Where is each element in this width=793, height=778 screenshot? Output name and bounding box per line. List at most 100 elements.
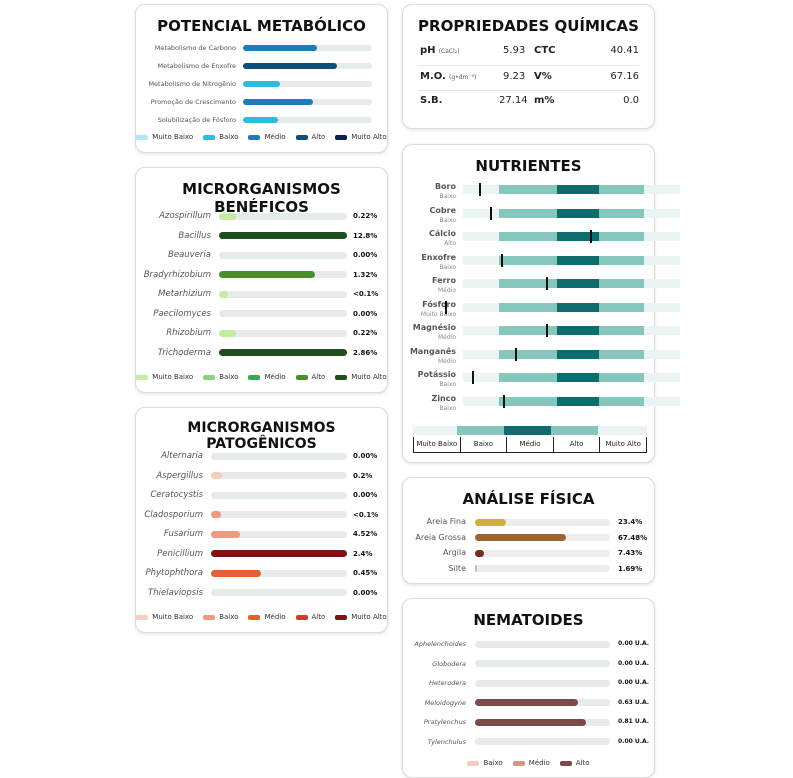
bar-track (475, 679, 610, 687)
nutrient-zone (598, 279, 644, 288)
scale-zone (457, 426, 505, 435)
bar-track (211, 472, 347, 479)
ctc-label: CTC (534, 45, 556, 56)
bar-track (219, 329, 347, 337)
nutrient-zone (598, 396, 644, 406)
bar-fill (211, 530, 240, 538)
legend-item: Baixo (203, 133, 238, 141)
row-label: Areia Fina (426, 517, 466, 526)
bar-fill (211, 472, 222, 479)
bar-fill (211, 511, 221, 518)
nutrient-zone (644, 255, 681, 265)
row-label: Globodera (432, 659, 466, 668)
row-label: Aphelenchoides (414, 640, 466, 648)
bar-track (211, 530, 347, 538)
legend-label: Médio (528, 759, 550, 767)
row-value: 0.00 U.A. (618, 679, 650, 686)
nutrient-zone (499, 279, 558, 288)
row-value: 0.00 U.A. (618, 737, 650, 745)
nutrient-zone (557, 373, 599, 382)
row-label: Paecilomyces (153, 308, 211, 319)
legend-label: Alto (311, 373, 326, 381)
legend-swatch (559, 760, 572, 766)
row-label: Ceratocystis (150, 490, 203, 500)
row-value: 2.86% (353, 348, 378, 357)
bar-fill (475, 534, 567, 541)
nutrient-zone (463, 255, 500, 265)
bar-track (475, 718, 610, 726)
row-value: 0.2% (353, 471, 373, 480)
legend-swatch (295, 134, 308, 140)
legend-item: Alto (559, 759, 590, 767)
nutrient-bar (463, 371, 681, 384)
bar-track (243, 117, 372, 123)
bar-row: Areia Grossa 67.48% (403, 531, 654, 545)
legend-swatch (136, 614, 149, 620)
card-title: NUTRIENTES (475, 157, 582, 175)
nutrient-level: Médio (437, 334, 456, 341)
bar-track (475, 565, 610, 572)
legend-swatch (203, 134, 216, 140)
legend: Baixo Médio Alto (403, 759, 654, 767)
row-label: Rhizobium (166, 328, 211, 338)
scale-label: Muito Baixo (413, 437, 460, 452)
nutrient-level: Baixo (439, 381, 457, 388)
card-microrganismos-patogenicos: MICRORGANISMOS PATOGÊNICOS Alternaria 0.0… (135, 407, 388, 633)
bar-fill (219, 212, 236, 220)
legend-item: Baixo (203, 373, 238, 381)
scale-zone (504, 426, 552, 435)
bar-row: Pratylenchus 0.81 U.A. (403, 715, 654, 729)
row-value: 1.32% (353, 270, 378, 279)
nutrient-zone (557, 185, 599, 194)
row-value: 0.00 U.A. (618, 640, 650, 647)
bar-fill (211, 550, 347, 557)
nutrient-zone (644, 232, 681, 241)
legend-swatch (248, 614, 261, 620)
bar-fill (243, 117, 278, 123)
scale-label: Alto (552, 437, 600, 452)
legend-item: Médio (248, 613, 286, 621)
ctc-value: 40.41 (610, 45, 639, 56)
row-label: Argila (442, 548, 466, 557)
bar-row: Ceratocystis 0.00% (136, 488, 387, 502)
bar-track (475, 640, 610, 648)
nutrient-level: Alto (444, 240, 456, 247)
nutrient-zone (644, 208, 681, 218)
row-value: 0.81 U.A. (618, 718, 650, 725)
legend-swatch (467, 760, 480, 766)
v-label: V% (534, 71, 552, 82)
bar-track (219, 290, 347, 298)
bar-fill (243, 99, 313, 105)
row-label: Bacillus (178, 230, 211, 241)
row-label: Metabolismo de Carbono (154, 44, 236, 52)
bar-track (475, 518, 610, 526)
legend-swatch (203, 374, 216, 380)
legend-swatch (136, 374, 149, 380)
mo-value: 9.23 (503, 71, 526, 82)
nutrient-zone (557, 349, 599, 359)
nutrient-bar (463, 324, 681, 337)
mo-label: M.O. (g•dm⁻³) (420, 71, 477, 82)
bar-track (475, 549, 610, 557)
legend-swatch (295, 374, 308, 380)
scale-zone (597, 426, 647, 435)
row-label: Penicillium (157, 548, 203, 559)
bar-row: Penicillium 2.4% (136, 547, 387, 561)
legend-label: Muito Alto (351, 613, 387, 621)
row-value: 0.22% (353, 212, 378, 220)
nutrient-name: Fósforo (422, 299, 456, 309)
row-label: Beauveria (168, 250, 211, 260)
row-value: 4.52% (353, 530, 378, 538)
nutrient-marker (472, 371, 475, 384)
bar-row: Phytophthora 0.45% (136, 566, 387, 580)
row-value: 12.8% (353, 231, 378, 240)
nutrient-bar (463, 183, 681, 196)
legend-label: Muito Alto (351, 133, 387, 141)
nutrient-zone (557, 302, 599, 312)
nutrient-zone (463, 232, 500, 241)
nutrient-bar (444, 300, 681, 314)
bar-row: Meloidogyne 0.63 U.A. (403, 696, 654, 710)
legend-swatch (248, 374, 261, 380)
bar-track (243, 63, 372, 69)
row-value: 0.00% (353, 588, 378, 597)
